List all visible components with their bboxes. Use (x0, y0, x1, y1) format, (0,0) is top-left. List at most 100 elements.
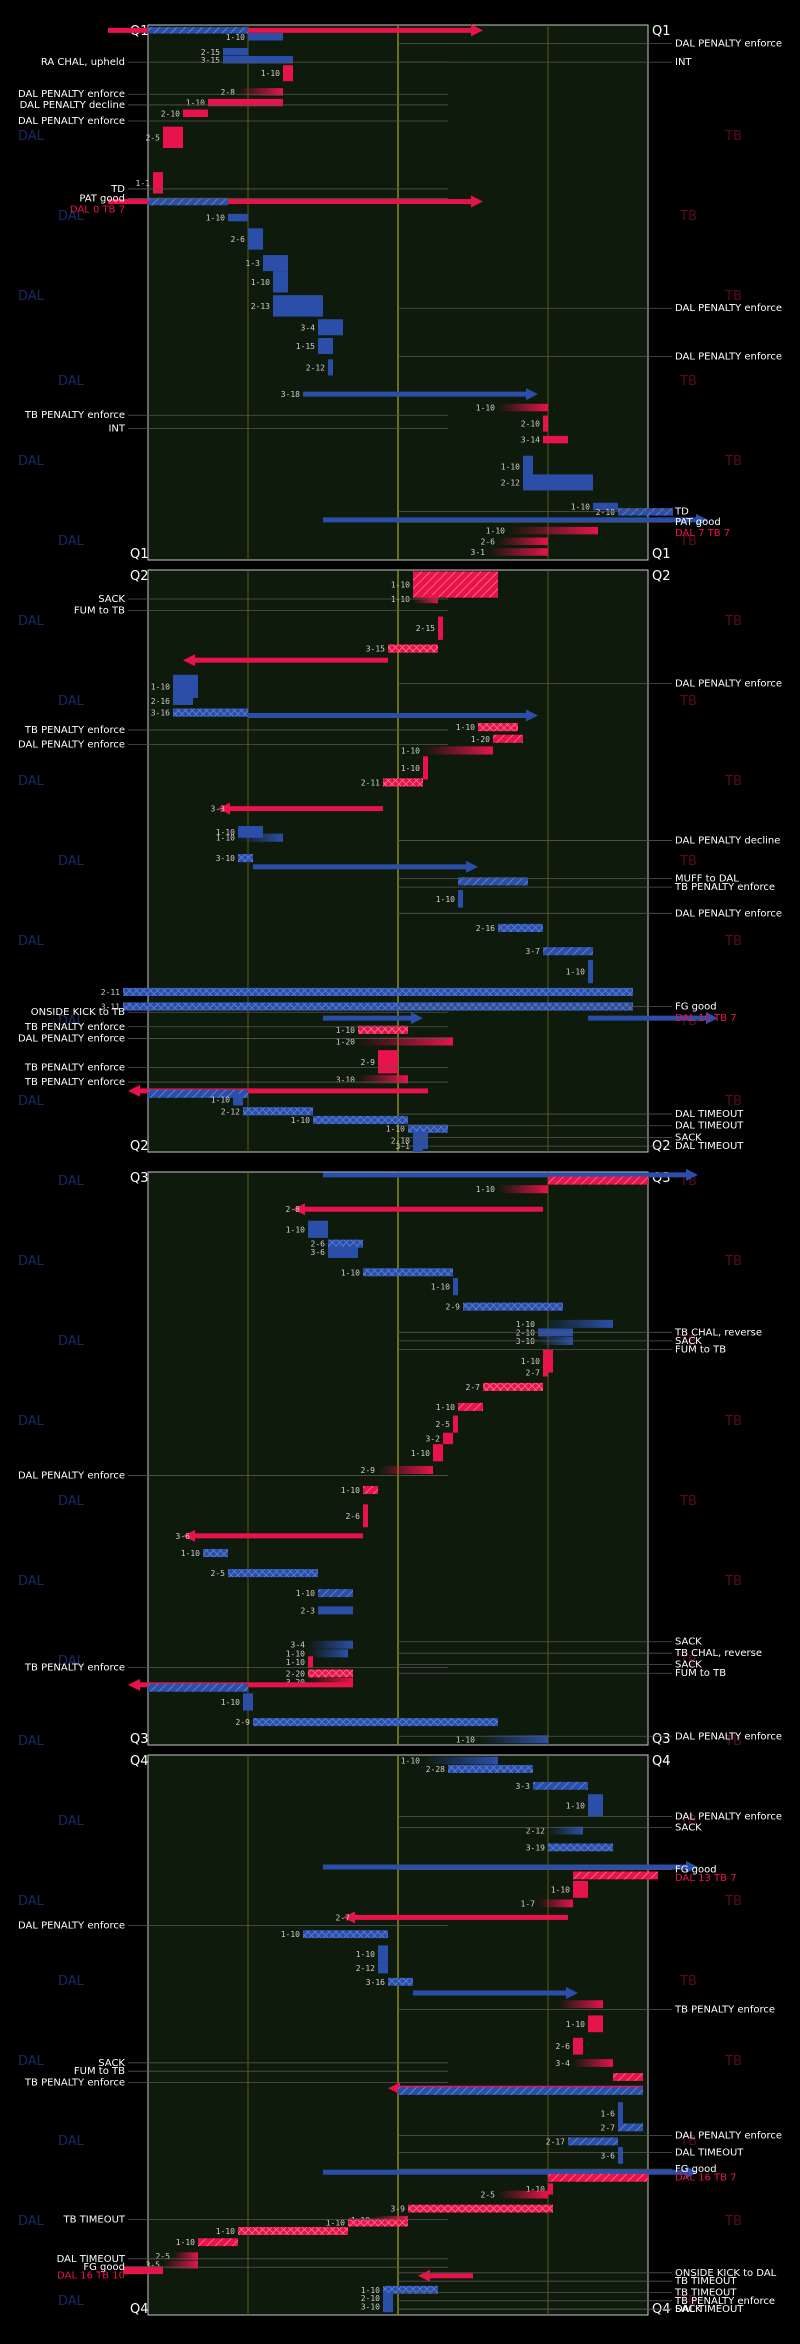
event-note: FG good (675, 2164, 717, 2175)
event-note: ONSIDE KICK to TB (31, 1007, 125, 1018)
play-bar (498, 2190, 548, 2199)
play-bar (543, 435, 568, 444)
event-note: DAL TIMEOUT (675, 1109, 744, 1120)
down-distance-label: 3-10 (216, 854, 235, 863)
play-bar (123, 2266, 163, 2275)
play-bar (183, 109, 208, 118)
down-distance-label: 2-6 (481, 537, 496, 546)
down-distance-label: 1-10 (216, 834, 235, 843)
watermark-dal: DAL (58, 1334, 85, 1349)
play-bar (308, 1640, 353, 1649)
event-note: PAT good (79, 194, 125, 205)
down-distance-label: 1-20 (471, 735, 490, 744)
quarter-label: Q2 (130, 569, 149, 584)
play-bar (588, 959, 593, 984)
watermark-dal: DAL (18, 1094, 45, 1109)
watermark-tb: TB (724, 1894, 742, 1909)
play-bar (413, 571, 498, 598)
down-distance-label: 1-20 (336, 1037, 355, 1046)
down-distance-label: 3-11 (101, 1003, 120, 1012)
down-distance-label: 3-15 (201, 56, 220, 65)
score-label: DAL 13 TB 7 (675, 1873, 737, 1884)
down-distance-label: 1-10 (566, 2020, 585, 2029)
play-bar (363, 1486, 378, 1495)
watermark-dal: DAL (18, 289, 45, 304)
watermark-dal: DAL (58, 2134, 85, 2149)
play-bar (358, 1037, 453, 1046)
down-distance-label: 1-10 (326, 2219, 345, 2228)
play-bar (328, 359, 333, 376)
play-bar (383, 778, 423, 787)
down-distance-label: 1-10 (521, 1357, 540, 1366)
play-bar (588, 1794, 603, 1817)
quarter-label: Q2 (652, 569, 671, 584)
event-note: DAL PENALTY enforce (675, 2131, 782, 2142)
event-note: INT (108, 424, 125, 435)
play-bar (243, 1107, 313, 1116)
drive-arrow (108, 199, 473, 205)
event-note: DAL PENALTY decline (20, 100, 125, 111)
down-distance-label: 3-3 (211, 805, 226, 814)
down-distance-label: 1-10 (286, 1658, 305, 1667)
event-note: DAL PENALTY enforce (675, 351, 782, 362)
play-bar (523, 474, 593, 491)
play-bar (238, 2227, 348, 2235)
play-bar (383, 2301, 393, 2313)
down-distance-label: 1-10 (151, 682, 170, 691)
play-bar (423, 756, 428, 780)
play-bar (618, 2147, 623, 2164)
play-bar (508, 526, 598, 535)
play-bar (383, 2285, 438, 2294)
down-distance-label: 1-10 (206, 214, 225, 223)
play-bar (538, 1899, 573, 1908)
watermark-tb: TB (724, 614, 742, 629)
play-bar (223, 48, 248, 56)
down-distance-label: 3-18 (281, 390, 300, 399)
watermark-tb: TB (724, 2054, 742, 2069)
event-note: FUM to TB (74, 606, 125, 617)
down-distance-label: 1-10 (211, 1096, 230, 1105)
down-distance-label: 1-10 (401, 764, 420, 773)
event-note: DAL PENALTY enforce (18, 1471, 125, 1482)
event-note: DAL PENALTY enforce (18, 1033, 125, 1044)
down-distance-label: 2-16 (151, 697, 170, 706)
event-note: TB PENALTY enforce (24, 1022, 125, 1033)
down-distance-label: 2-17 (546, 2137, 565, 2146)
play-bar (548, 2173, 648, 2182)
event-note: SACK (675, 1823, 702, 1834)
down-distance-label: 3-1 (471, 548, 486, 557)
down-distance-label: 2-9 (236, 1718, 251, 1727)
play-bar (533, 1781, 588, 1790)
play-bar (463, 1302, 563, 1311)
play-bar (173, 674, 198, 699)
watermark-tb: TB (724, 454, 742, 469)
watermark-dal: DAL (58, 1974, 85, 1989)
play-bar (233, 1093, 243, 1106)
watermark-dal: DAL (58, 374, 85, 389)
event-note: RA CHAL, upheld (41, 57, 125, 68)
play-bar (613, 2073, 643, 2081)
play-bar (148, 1089, 248, 1098)
watermark-dal: DAL (18, 2214, 45, 2229)
event-note: FUM to TB (74, 2066, 125, 2077)
event-note: SACK (675, 2304, 702, 2315)
down-distance-label: 1-10 (386, 1125, 405, 1134)
down-distance-label: 1-10 (436, 1403, 455, 1412)
quarter-label: Q1 (130, 547, 149, 562)
watermark-tb: TB (724, 1734, 742, 1749)
play-bar (238, 854, 253, 863)
drive-arrowhead (566, 1987, 578, 1999)
down-distance-label: 1-10 (341, 1486, 360, 1495)
drive-arrow (228, 806, 383, 812)
play-bar (478, 723, 518, 732)
play-bar (458, 1402, 483, 1411)
event-note: INT (675, 57, 692, 68)
play-bar (203, 1549, 228, 1558)
play-bar (573, 2037, 583, 2055)
play-bar (573, 2059, 613, 2067)
watermark-tb: TB (724, 1094, 742, 1109)
watermark-tb: TB (724, 1254, 742, 1269)
down-distance-label: 2-10 (361, 2294, 380, 2303)
